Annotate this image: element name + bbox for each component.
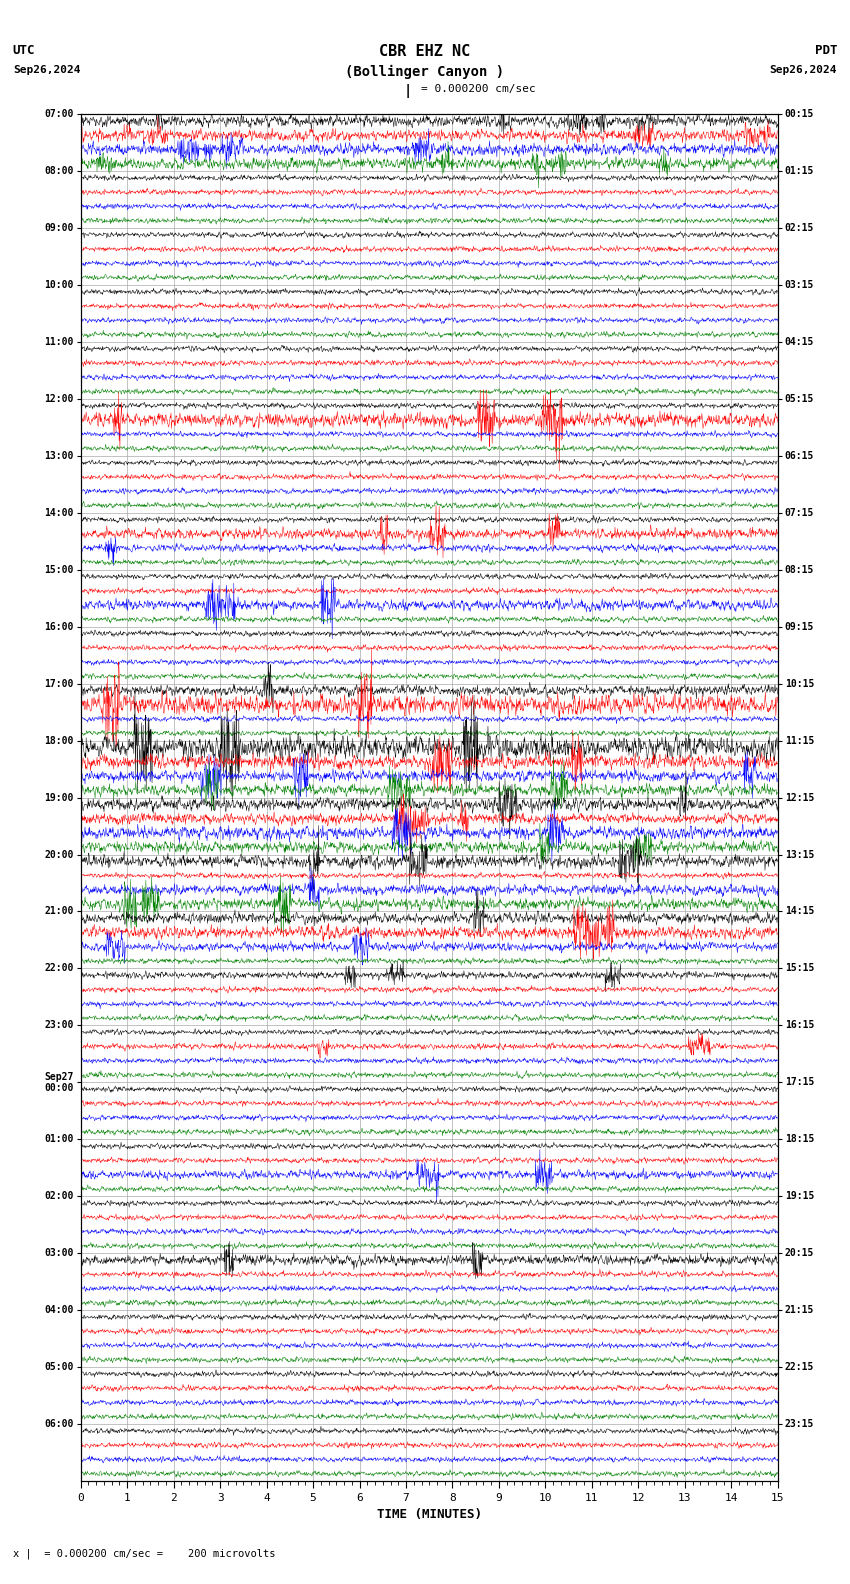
Text: PDT: PDT (815, 44, 837, 57)
Text: UTC: UTC (13, 44, 35, 57)
X-axis label: TIME (MINUTES): TIME (MINUTES) (377, 1508, 482, 1521)
Text: CBR EHZ NC: CBR EHZ NC (379, 44, 471, 59)
Text: Sep26,2024: Sep26,2024 (770, 65, 837, 74)
Text: |: | (404, 84, 412, 98)
Text: Sep26,2024: Sep26,2024 (13, 65, 80, 74)
Text: (Bollinger Canyon ): (Bollinger Canyon ) (345, 65, 505, 79)
Text: x |  = 0.000200 cm/sec =    200 microvolts: x | = 0.000200 cm/sec = 200 microvolts (13, 1548, 275, 1559)
Text: = 0.000200 cm/sec: = 0.000200 cm/sec (421, 84, 536, 93)
